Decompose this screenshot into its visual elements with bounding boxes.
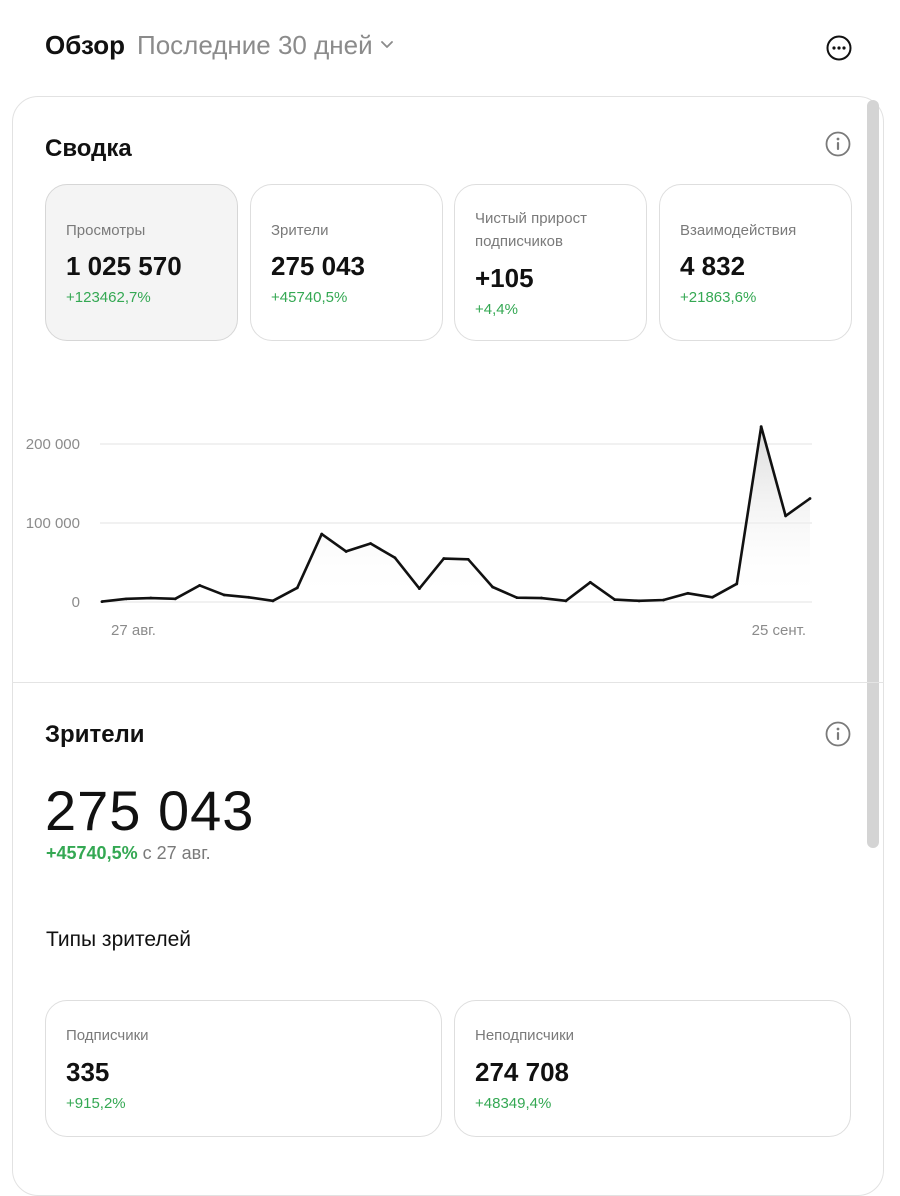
chart-data-point xyxy=(735,582,739,586)
chart-data-point xyxy=(637,599,641,603)
metric-card-net-subscribers[interactable]: Чистый прирост подписчиков +105 +4,4% xyxy=(454,184,647,341)
viewers-since-label: с 27 авг. xyxy=(142,843,211,863)
chart-data-point xyxy=(247,595,250,599)
viewer-type-card-nonsubscribers[interactable]: Неподписчики 274 708 +48349,4% xyxy=(454,1000,851,1137)
viewer-type-value: 335 xyxy=(66,1057,110,1087)
metric-label: Взаимодействия xyxy=(680,222,797,239)
chart-data-point xyxy=(588,580,592,584)
chart-data-point xyxy=(540,596,543,600)
chart-data-point xyxy=(222,593,226,597)
metric-delta: +123462,7% xyxy=(66,289,151,306)
metric-value: 275 043 xyxy=(271,251,365,281)
viewer-types-title: Типы зрителей xyxy=(46,928,192,951)
y-tick-label: 0 xyxy=(72,594,80,611)
chart-data-point xyxy=(149,596,153,600)
chevron-down-icon xyxy=(380,40,393,48)
y-tick-label: 200 000 xyxy=(26,436,80,453)
section-divider xyxy=(12,682,884,683)
metric-value: 4 832 xyxy=(680,251,746,281)
chart-series-line xyxy=(101,425,811,603)
chart-data-point xyxy=(784,514,787,518)
chart-area-fill xyxy=(102,426,810,602)
chart-data-point xyxy=(198,584,202,587)
chart-data-point xyxy=(344,550,348,553)
chart-data-point xyxy=(173,597,177,601)
metric-delta: +45740,5% xyxy=(271,289,348,306)
viewer-type-label: Неподписчики xyxy=(475,1027,575,1044)
chart-data-point xyxy=(100,600,104,604)
metric-card-interactions[interactable]: Взаимодействия 4 832 +21863,6% xyxy=(659,184,852,341)
viewers-delta: +45740,5% xyxy=(46,843,138,863)
chart-data-point xyxy=(320,532,324,536)
viewer-type-card-subscribers[interactable]: Подписчики 335 +915,2% xyxy=(45,1000,442,1137)
viewer-type-delta: +48349,4% xyxy=(475,1095,552,1112)
chart-data-point xyxy=(466,557,470,561)
chart-data-point xyxy=(710,595,714,599)
viewer-type-delta: +915,2% xyxy=(66,1095,126,1112)
x-tick-label: 27 авг. xyxy=(111,622,156,639)
metric-label: Чистый прирост подписчиков xyxy=(475,210,587,250)
metric-delta: +4,4% xyxy=(475,301,518,318)
chart-data-point xyxy=(759,425,763,429)
chart-data-point xyxy=(564,599,568,603)
chart-data-point xyxy=(271,599,275,603)
viewers-title: Зрители xyxy=(45,721,145,748)
metric-label: Зрители xyxy=(271,222,329,239)
chart-data-point xyxy=(417,587,421,590)
viewer-type-value: 274 708 xyxy=(475,1057,569,1087)
metric-value: 1 025 570 xyxy=(66,251,182,281)
chart-data-point xyxy=(491,585,495,589)
date-range-label: Последние 30 дней xyxy=(137,30,373,60)
metric-value: +105 xyxy=(475,263,534,293)
views-area-chart: 200 000 100 000 0 27 авг. 25 сент. xyxy=(26,425,812,639)
metric-card-views[interactable]: Просмотры 1 025 570 +123462,7% xyxy=(45,184,238,341)
metric-card-viewers[interactable]: Зрители 275 043 +45740,5% xyxy=(250,184,443,341)
more-options-icon[interactable] xyxy=(824,33,854,63)
viewers-change: +45740,5% с 27 авг. xyxy=(46,843,211,864)
x-tick-label: 25 сент. xyxy=(752,622,806,639)
chart-data-point xyxy=(686,591,690,595)
chart-data-point xyxy=(662,598,665,602)
metric-delta: +21863,6% xyxy=(680,289,757,306)
viewers-total: 275 043 xyxy=(45,779,255,842)
chart-data-point xyxy=(808,497,812,500)
chart-data-point xyxy=(295,586,299,590)
chart-data-point xyxy=(369,542,372,545)
metric-label: Просмотры xyxy=(66,222,146,239)
page-title: Обзор xyxy=(45,30,125,60)
panel-scrollbar[interactable] xyxy=(867,100,879,848)
chart-data-point xyxy=(393,556,397,560)
y-tick-label: 100 000 xyxy=(26,515,80,532)
chart-data-point xyxy=(125,597,128,601)
summary-title: Сводка xyxy=(45,135,132,162)
overview-header: Обзор Последние 30 дней xyxy=(0,0,900,96)
chart-data-point xyxy=(515,596,519,600)
chart-data-point xyxy=(613,598,617,602)
viewer-type-label: Подписчики xyxy=(66,1027,149,1044)
chart-data-point xyxy=(442,557,446,560)
info-icon[interactable] xyxy=(824,720,852,748)
date-range-dropdown[interactable]: Последние 30 дней xyxy=(137,30,395,61)
info-icon[interactable] xyxy=(824,130,852,158)
